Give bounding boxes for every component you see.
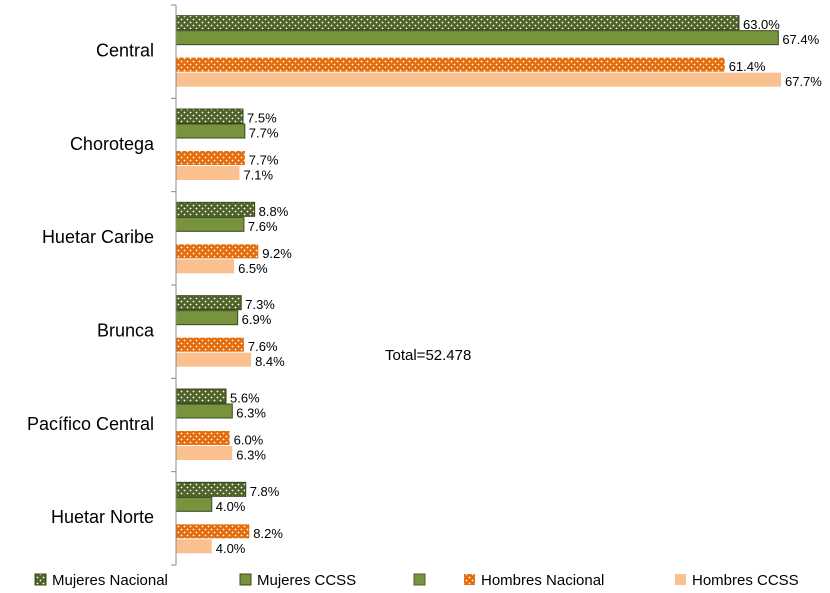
value-label: 6.5% (238, 261, 268, 276)
bar (175, 496, 213, 512)
bar (176, 244, 259, 259)
value-label: 8.4% (255, 354, 285, 369)
value-label: 7.5% (247, 110, 277, 125)
value-label: 4.0% (216, 541, 246, 556)
value-label: 67.4% (782, 32, 819, 47)
value-label: 7.1% (243, 167, 273, 182)
bar (175, 216, 245, 232)
bar (176, 337, 244, 352)
value-label: 7.6% (248, 339, 278, 354)
category-label: Huetar Caribe (42, 227, 154, 247)
bar (176, 352, 252, 367)
category-label: Central (96, 40, 154, 60)
legend-label: Mujeres CCSS (257, 572, 356, 589)
bar (176, 446, 233, 460)
category-label: Chorotega (70, 134, 155, 154)
value-label: 5.6% (230, 390, 260, 405)
bar (176, 539, 212, 554)
value-label: 61.4% (729, 59, 766, 74)
category-label: Brunca (97, 320, 155, 340)
value-label: 6.3% (236, 447, 266, 462)
value-label: 7.7% (249, 152, 279, 167)
bar (175, 403, 233, 419)
value-label: 6.9% (242, 312, 272, 327)
bar (176, 259, 235, 274)
legend-swatch (239, 573, 252, 586)
bar (175, 481, 247, 497)
bar (176, 57, 725, 72)
bar (175, 201, 256, 217)
bar (176, 166, 240, 180)
value-label: 6.0% (234, 432, 264, 447)
bar (175, 108, 244, 124)
bar (175, 388, 227, 404)
bar (176, 151, 245, 165)
value-label: 67.7% (785, 74, 822, 89)
category-label: Pacífico Central (27, 414, 154, 434)
legend-label: Hombres Nacional (481, 572, 604, 589)
value-label: 7.7% (249, 125, 279, 140)
bar (175, 15, 740, 31)
value-label: 7.6% (248, 219, 278, 234)
legend-swatch (34, 573, 47, 586)
legend-swatch (464, 574, 475, 585)
value-label: 9.2% (262, 246, 292, 261)
value-label: 7.3% (245, 297, 275, 312)
category-label: Huetar Norte (51, 507, 154, 527)
value-label: 63.0% (743, 17, 780, 32)
legend-swatch-extra (413, 573, 426, 586)
bar (175, 30, 779, 46)
value-label: 7.8% (250, 484, 280, 499)
value-label: 4.0% (216, 499, 246, 514)
value-label: 8.8% (259, 204, 289, 219)
legend-swatch (675, 574, 686, 585)
value-label: 8.2% (253, 526, 283, 541)
bar (175, 295, 242, 311)
bar (175, 310, 239, 326)
bar (175, 123, 246, 139)
legend-label: Hombres CCSS (692, 572, 799, 589)
bar (176, 524, 250, 539)
value-label: 6.3% (236, 405, 266, 420)
bar (176, 431, 230, 445)
annotation: Total=52.478 (385, 347, 471, 364)
legend-label: Mujeres Nacional (52, 572, 168, 589)
bar (176, 72, 781, 87)
